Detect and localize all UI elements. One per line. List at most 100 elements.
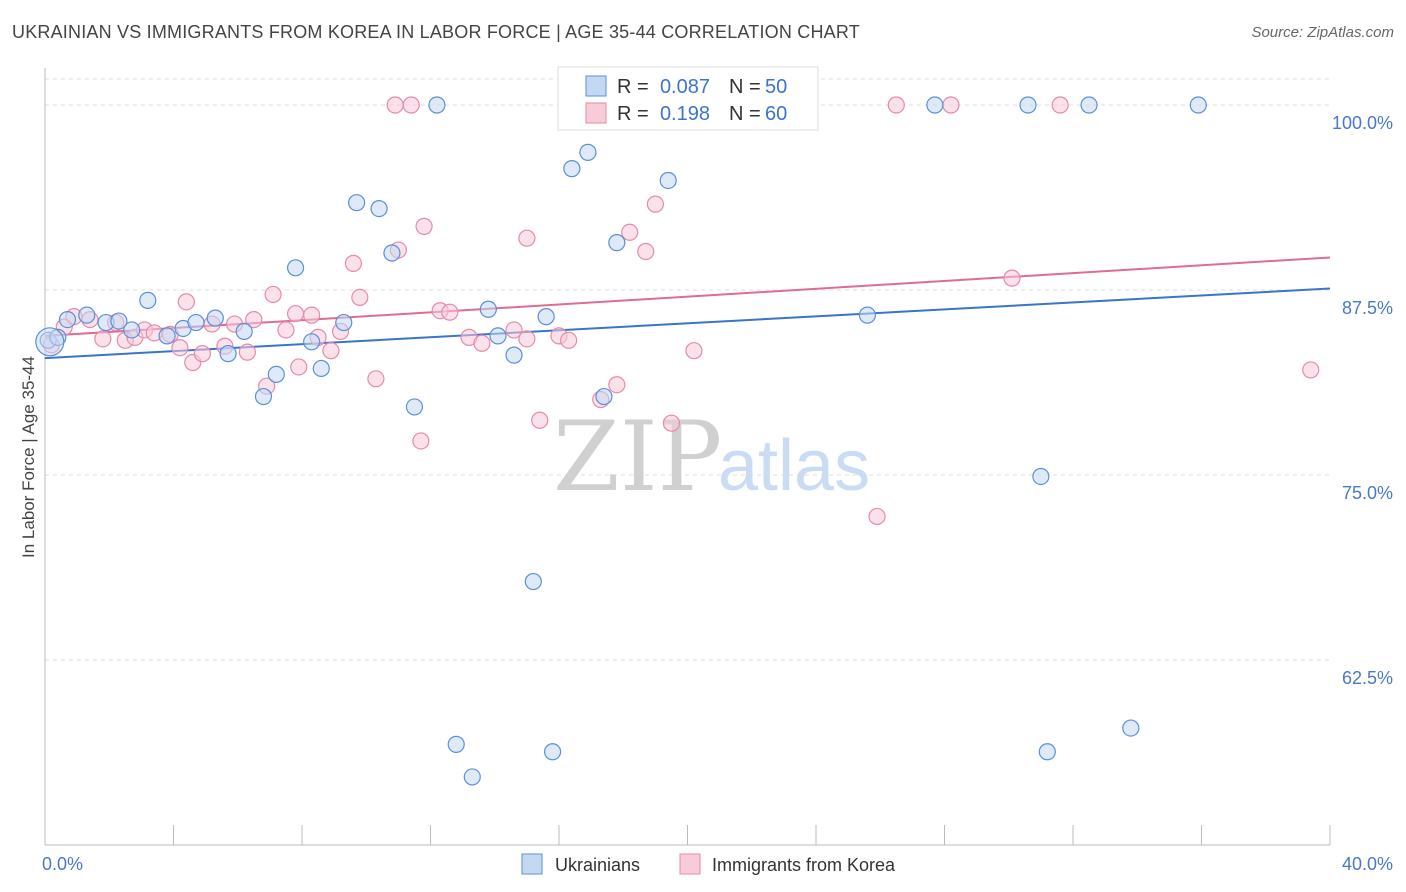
axes (44, 68, 1331, 846)
legend-swatch-ukrainians (585, 75, 607, 97)
data-point-ukrainians (267, 365, 285, 383)
data-point-ukrainians (463, 768, 481, 786)
watermark-atlas: atlas (718, 426, 870, 506)
data-point-ukrainians (858, 306, 877, 324)
data-point-korea (171, 339, 189, 357)
bottom-legend-label-korea: Immigrants from Korea (712, 855, 896, 875)
data-point-ukrainians (608, 234, 626, 252)
data-point-ukrainians (543, 743, 562, 761)
data-point-ukrainians (428, 96, 446, 114)
data-point-korea (441, 303, 459, 321)
data-point-ukrainians (35, 327, 65, 357)
legend-n-label: N = (729, 76, 761, 98)
bottom-legend-label-ukrainians: Ukrainians (555, 855, 640, 875)
legend-n-label: N = (729, 103, 761, 125)
tick-labels: 100.0% 87.5% 75.0% 62.5% 0.0% 40.0% (42, 113, 1393, 874)
data-point-ukrainians (447, 735, 465, 753)
bottom-legend: Ukrainians Immigrants from Korea (521, 853, 896, 875)
data-point-ukrainians (405, 398, 424, 416)
data-point-ukrainians (58, 311, 77, 329)
data-point-korea (608, 376, 626, 394)
legend-r-value: 0.198 (660, 103, 710, 125)
data-point-korea (637, 242, 655, 261)
data-point-korea (344, 254, 362, 272)
watermark-zip: ZIP (553, 401, 722, 513)
legend-r-label: R = (617, 103, 649, 125)
data-point-korea (367, 370, 385, 388)
legend-r-value: 0.087 (660, 76, 710, 98)
data-point-korea (303, 306, 321, 324)
data-point-korea (868, 507, 886, 526)
data-point-ukrainians (158, 327, 176, 345)
data-point-ukrainians (1122, 719, 1140, 737)
y-tick-label: 62.5% (1342, 668, 1393, 688)
data-point-ukrainians (563, 160, 581, 178)
data-point-korea (560, 331, 578, 349)
data-point-korea (402, 96, 420, 114)
data-point-ukrainians (235, 322, 253, 341)
source-label: Source: ZipAtlas.com (1251, 24, 1394, 41)
data-point-ukrainians (479, 300, 497, 318)
data-point-korea (621, 223, 639, 241)
data-point-ukrainians (219, 345, 237, 363)
y-tick-label: 87.5% (1342, 298, 1393, 318)
trend-lines (44, 256, 1331, 360)
data-point-korea (94, 330, 112, 348)
watermark: ZIP atlas (553, 401, 870, 513)
data-point-korea (415, 217, 433, 235)
data-point-korea (646, 195, 664, 213)
bottom-legend-swatch-korea (679, 853, 701, 875)
data-point-ukrainians (579, 143, 597, 161)
data-point-ukrainians (1080, 96, 1098, 114)
data-point-ukrainians (1038, 743, 1056, 761)
data-point-ukrainians (383, 244, 401, 262)
y-tick-label: 100.0% (1332, 113, 1393, 133)
data-point-korea (322, 342, 340, 360)
data-point-korea (412, 432, 430, 450)
data-point-korea (1051, 96, 1069, 114)
data-point-ukrainians (1032, 467, 1050, 486)
y-axis-title: In Labor Force | Age 35-44 (19, 356, 38, 558)
data-point-korea (518, 229, 536, 247)
data-point-korea (1003, 269, 1021, 287)
data-point-ukrainians (312, 359, 330, 378)
data-point-ukrainians (1019, 96, 1037, 114)
data-point-korea (286, 305, 305, 323)
data-point-korea (245, 311, 263, 329)
bottom-legend-swatch-ukrainians (521, 853, 543, 875)
x-tick-label: 40.0% (1342, 854, 1393, 874)
x-tick-label: 0.0% (42, 854, 83, 874)
data-point-korea (942, 96, 960, 114)
data-point-korea (238, 343, 256, 361)
data-point-korea (685, 342, 703, 360)
y-tick-label: 75.0% (1342, 483, 1393, 503)
data-point-ukrainians (505, 346, 523, 364)
data-point-ukrainians (524, 572, 542, 591)
chart-title: UKRAINIAN VS IMMIGRANTS FROM KOREA IN LA… (12, 22, 860, 42)
data-point-korea (473, 334, 491, 352)
data-point-korea (177, 293, 195, 311)
data-point-korea (351, 288, 369, 306)
data-point-korea (193, 345, 212, 363)
trend-line-ukrainians (44, 287, 1331, 360)
data-point-korea (1302, 361, 1320, 379)
data-point-korea (505, 321, 523, 339)
data-point-korea (264, 285, 282, 304)
legend-n-value: 60 (765, 103, 787, 125)
data-point-ukrainians (78, 306, 96, 324)
data-point-ukrainians (926, 96, 944, 114)
data-point-ukrainians (139, 291, 157, 309)
data-point-ukrainians (303, 333, 321, 351)
data-point-korea (277, 321, 295, 339)
data-point-ukrainians (348, 194, 366, 212)
legend-n-value: 50 (765, 76, 787, 98)
data-point-ukrainians (254, 387, 273, 406)
data-point-ukrainians (286, 259, 305, 277)
data-point-ukrainians (537, 308, 555, 326)
data-point-korea (518, 330, 536, 348)
data-point-ukrainians (659, 171, 677, 190)
grid-lines (45, 78, 1330, 661)
legend-swatch-korea (585, 102, 607, 124)
data-point-korea (386, 96, 404, 114)
